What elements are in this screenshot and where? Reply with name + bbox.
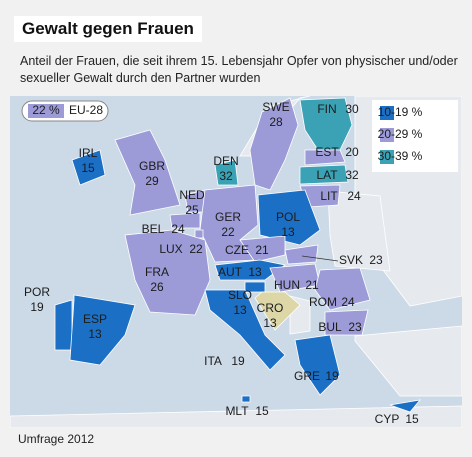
eu-average-value-box [28,104,64,118]
country-value: 13 [263,316,277,330]
country-value: 20 [345,145,359,159]
country-code: SVK [339,253,363,267]
country-value: 19 [325,369,339,383]
country-value: 13 [88,327,102,341]
country [114,129,181,216]
legend-swatch [380,150,394,164]
countries [54,97,421,413]
country-value: 15 [81,161,95,175]
country-code: HUN [274,278,300,292]
legend-label: 30-39 % [378,149,423,163]
country-value: 21 [305,278,319,292]
country-value: 13 [248,265,262,279]
title: Gewalt gegen Frauen [14,16,202,42]
country-value: 30 [345,102,359,116]
country [194,229,204,239]
country-code: SLO [228,288,252,302]
country-value: 28 [269,115,283,129]
legend-swatch [380,128,394,142]
country-value: 32 [345,168,359,182]
country-value: 26 [150,280,164,294]
country-value: 15 [405,412,419,426]
country-code: FRA [145,265,169,279]
country-value: 23 [369,253,383,267]
country-code: GRE [294,369,320,383]
country-code: GBR [139,159,165,173]
country [54,299,73,351]
legend-label: 20-29 % [378,127,423,141]
country-value: 23 [348,320,362,334]
legend-label: 10-19 % [378,105,423,119]
country [254,291,301,331]
country-value: 19 [231,354,245,368]
country-code: DEN [213,154,238,168]
country [71,149,106,186]
country-value: 13 [281,225,295,239]
leader-line [301,255,339,262]
subtitle: Anteil der Frauen, die seit ihrem 15. Le… [20,54,458,85]
source: Umfrage 2012 [18,432,95,446]
country-code: BEL [142,222,165,236]
country-code: BUL [318,320,342,334]
country-value: 24 [347,189,361,203]
country-value: 29 [145,174,159,188]
country-value: 19 [30,300,44,314]
country-value: 32 [219,169,233,183]
country-value: 24 [171,222,185,236]
country [294,334,341,396]
country-code: CYP [375,412,400,426]
country-code: FIN [317,102,336,116]
country-code: LIT [320,189,338,203]
country-code: POL [276,210,300,224]
country-code: LAT [316,168,338,182]
country-code: NED [179,188,205,202]
country [257,189,321,246]
country [241,395,251,403]
country-code: AUT [218,265,243,279]
country-value: 22 [221,225,235,239]
country [69,294,136,366]
country [124,229,211,316]
country-value: 21 [255,243,269,257]
country-code: IRL [79,146,98,160]
country-code: ROM [309,295,337,309]
country [239,235,286,263]
country-value: 24 [341,295,355,309]
country-code: ITA [204,354,222,368]
country [389,399,421,413]
country [324,309,369,336]
country-code: ESP [83,312,107,326]
country-code: CRO [257,301,284,315]
country [304,149,346,166]
country-value: 25 [185,203,199,217]
country-code: EST [315,145,339,159]
eu-average-label: EU-28 [69,103,103,117]
country-code: GER [215,210,241,224]
country-value: 22 [189,242,203,256]
country [204,289,286,371]
country [314,267,371,311]
eu-average-value: 22 % [32,103,60,117]
country-code: SWE [262,100,289,114]
country-code: CZE [225,243,249,257]
country-code: POR [24,285,50,299]
country [299,164,349,185]
country-code: MLT [225,404,249,418]
country-code: LUX [159,242,182,256]
country-value: 13 [233,303,247,317]
country [214,159,239,186]
legend-swatch [380,106,394,120]
country-value: 15 [255,404,269,418]
country [284,244,319,265]
country [249,97,299,191]
